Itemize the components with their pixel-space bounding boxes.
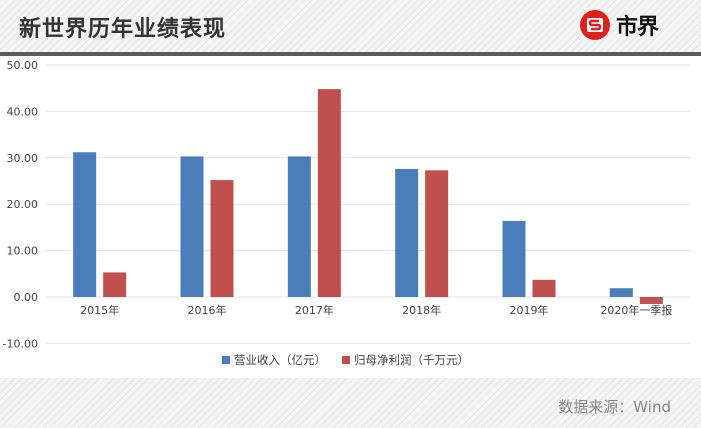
x-tick-label: 2017年 xyxy=(295,303,334,317)
y-tick-label: 0.00 xyxy=(14,291,39,304)
legend-label: 营业收入（亿元） xyxy=(234,353,326,367)
data-source: 数据来源：Wind xyxy=(558,398,671,416)
y-tick-label: 50.00 xyxy=(7,59,39,72)
legend-swatch xyxy=(342,356,350,364)
page-title: 新世界历年业绩表现 xyxy=(19,17,227,42)
x-tick-label: 2018年 xyxy=(402,303,441,317)
bar-chart: 50.00 40.00 30.00 20.00 10.00 0.00 -10.00 2015年… xyxy=(3,59,690,367)
s-circle-logo-icon xyxy=(580,10,610,40)
bar-revenue xyxy=(73,152,97,297)
chart-area: 50.00 40.00 30.00 20.00 10.00 0.00 -10.00 2015年… xyxy=(0,56,701,378)
bar-revenue xyxy=(609,288,633,297)
bar-revenue xyxy=(180,156,204,297)
y-tick-label: 20.00 xyxy=(7,198,39,211)
x-tick-label: 2015年 xyxy=(80,303,119,317)
logo-text: 市界 xyxy=(616,15,659,40)
x-tick-label: 2016年 xyxy=(188,303,227,317)
bar-net-profit xyxy=(639,297,663,304)
bar-revenue xyxy=(287,156,311,297)
bar-net-profit xyxy=(210,180,234,297)
x-tick-label: 2019年 xyxy=(510,303,549,317)
x-tick-label: 2020年一季报 xyxy=(600,303,672,317)
bar-net-profit xyxy=(425,170,449,297)
y-tick-label: 10.00 xyxy=(7,245,39,258)
footer: 数据来源：Wind xyxy=(0,378,701,428)
bar-net-profit xyxy=(532,279,556,297)
legend-swatch xyxy=(222,356,230,364)
brand-logo: 市界 xyxy=(580,9,659,41)
bar-revenue xyxy=(502,220,526,297)
bar-net-profit xyxy=(103,272,127,297)
y-tick-label: 40.00 xyxy=(7,105,39,118)
y-tick-label: 30.00 xyxy=(7,152,39,165)
bar-revenue xyxy=(395,168,419,297)
header-divider xyxy=(0,52,701,56)
y-tick-label: -10.00 xyxy=(3,337,38,350)
bar-net-profit xyxy=(317,89,341,298)
header: 新世界历年业绩表现 市界 xyxy=(0,0,701,52)
legend-label: 归母净利润（千万元） xyxy=(354,353,469,367)
